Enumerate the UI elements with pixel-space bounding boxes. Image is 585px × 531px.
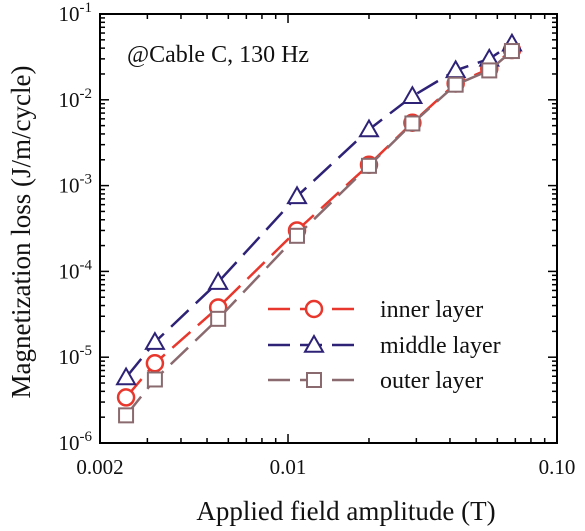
data-point-square [447, 76, 464, 93]
series-triangle [115, 32, 523, 386]
y-tick-label: 10-4 [59, 257, 93, 283]
data-point-triangle [144, 331, 166, 350]
y-axis-title: Magnetization loss (J/m/cycle) [6, 66, 36, 399]
legend: inner layer middle layer outer layer [268, 297, 501, 394]
data-point-square [118, 407, 135, 424]
x-tick-label: 0.10 [539, 455, 576, 479]
series-line [125, 50, 513, 417]
data-point-circle [116, 388, 136, 407]
data-point-triangle [358, 118, 380, 138]
y-tick-label: 10-3 [59, 172, 93, 198]
data-point-square [360, 157, 377, 174]
data-point-triangle [401, 85, 424, 104]
y-tick-label: 10-6 [59, 429, 93, 455]
data-point-circle [304, 299, 324, 319]
axis-ticks: 0.002 0.01 0.10 10-6 10-5 10-4 10-3 10-2 10-1 [59, 0, 576, 479]
data-point-square [289, 227, 306, 244]
data-point-square [210, 310, 227, 327]
legend-item: inner layer [268, 297, 483, 323]
data-point-square [146, 371, 163, 388]
y-tick-label: 10-5 [59, 343, 93, 369]
data-point-triangle [115, 366, 137, 386]
data-point-circle [145, 354, 165, 373]
data-point-square [481, 62, 498, 79]
legend-item: outer layer [268, 368, 483, 394]
legend-label: outer layer [380, 368, 483, 394]
data-series [115, 32, 523, 424]
legend-label: middle layer [380, 333, 501, 359]
series-line [125, 42, 513, 379]
series-square [118, 43, 520, 424]
legend-item: middle layer [268, 333, 501, 359]
chart-annotation: @Cable C, 130 Hz [127, 42, 309, 68]
x-tick-label: 0.002 [76, 455, 123, 479]
legend-label: inner layer [380, 297, 483, 323]
plot-frame [99, 13, 558, 444]
data-point-triangle [303, 333, 325, 353]
series-line [125, 49, 513, 399]
data-point-square [306, 372, 322, 388]
x-axis-title: Applied field amplitude (T) [196, 496, 495, 526]
y-tick-label: 10-2 [59, 86, 93, 112]
data-point-triangle [207, 271, 229, 290]
y-tick-label: 10-1 [59, 0, 93, 26]
x-tick-label: 0.01 [270, 455, 307, 479]
data-point-square [503, 43, 520, 60]
data-point-triangle [286, 185, 308, 205]
data-point-square [404, 115, 421, 132]
